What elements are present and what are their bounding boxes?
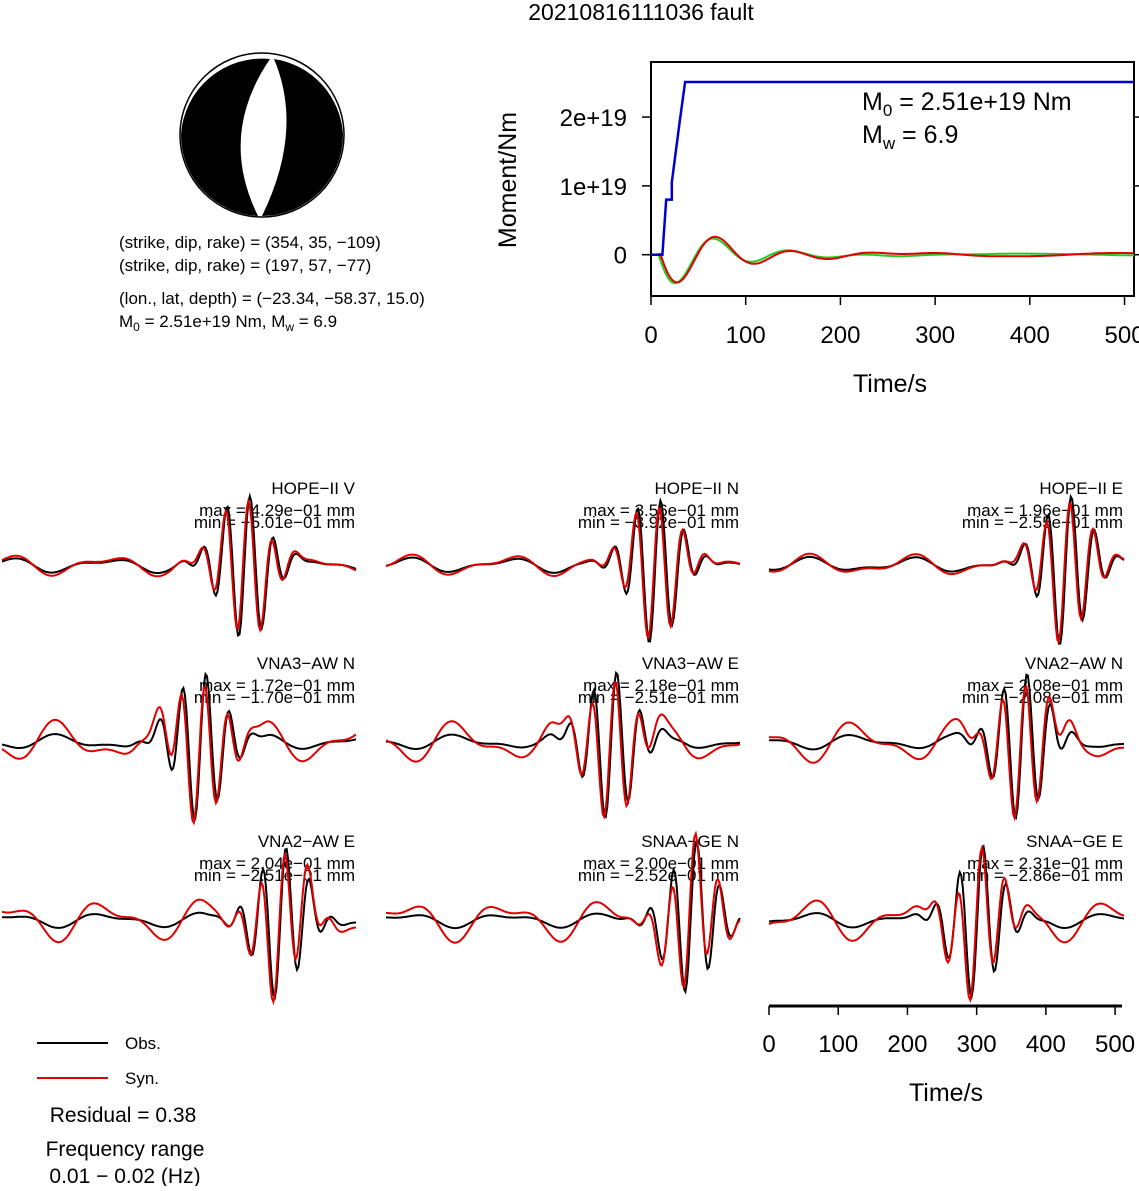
observed-waveform	[768, 844, 1125, 1000]
synthetic-waveform	[385, 505, 741, 641]
synthetic-waveform	[768, 844, 1125, 1004]
moment-m0-annotation: M0 = 2.51e+19 Nm	[862, 88, 1072, 120]
station-label: VNA3−AW N	[257, 654, 355, 673]
moment-panel: 0 100 200 300 400 500 0 1e+19 2e+19 Time/s Mome…	[494, 61, 1139, 398]
observed-waveform	[386, 840, 741, 995]
max-amplitude-label: max = 2.18e−01 mm	[583, 676, 739, 695]
beachball-compression-east	[262, 59, 343, 216]
synthetic-waveform	[1, 851, 357, 1006]
legend-obs-label: Obs.	[125, 1034, 161, 1053]
moment-x-tick-label: 200	[820, 322, 860, 349]
moment-rate-syn-curve	[650, 235, 1135, 284]
synthetic-waveform	[1, 685, 357, 826]
station-label: HOPE−II V	[271, 479, 355, 498]
moment-plot-frame	[650, 61, 1135, 297]
cumulative-moment-curve	[651, 80, 1134, 256]
beachball-compression-west	[180, 58, 270, 217]
legend: Obs. Syn.	[37, 1034, 161, 1088]
waveform-x-tick-label: 500	[1095, 1031, 1135, 1058]
synthetic-waveform	[385, 681, 741, 820]
station-label: HOPE−II N	[654, 479, 739, 498]
observed-waveform	[1, 671, 357, 821]
moment-rate-obs-curve	[651, 237, 1134, 285]
max-amplitude-label: max = 2.04e−01 mm	[199, 854, 355, 873]
mechanism-line-2: (strike, dip, rake) = (197, 57, −77)	[119, 256, 371, 275]
station-label: VNA2−AW N	[1025, 654, 1123, 673]
synthetic-waveform	[386, 830, 741, 990]
moment-x-axis: 0 100 200 300 400 500	[644, 296, 1139, 349]
synthetic-waveform	[768, 684, 1124, 822]
station-label: SNAA−GE N	[641, 832, 739, 851]
beachball	[179, 52, 345, 218]
moment-y-axis: 0 1e+19 2e+19	[560, 105, 1139, 270]
moment-x-tick-label: 300	[915, 322, 955, 349]
waveform-x-tick-label: 0	[762, 1031, 775, 1058]
frequency-range-label: Frequency range	[46, 1138, 205, 1161]
moment-y-label: Moment/Nm	[494, 112, 522, 248]
min-amplitude-label: min = −5.01e−01 mm	[194, 513, 355, 532]
min-amplitude-label: min = −2.08e−01 mm	[962, 688, 1123, 707]
figure-title: 20210816111036 fault	[528, 0, 754, 25]
moment-x-tick-label: 400	[1010, 322, 1050, 349]
moment-curves	[650, 80, 1135, 285]
min-amplitude-label: min = −2.52e−01 mm	[578, 866, 739, 885]
waveform-x-tick-label: 400	[1026, 1031, 1066, 1058]
moment-y-tick-label: 0	[614, 243, 627, 270]
moment-y-tick-label: 2e+19	[560, 105, 627, 132]
max-amplitude-label: max = 1.96e−01 mm	[967, 501, 1123, 520]
moment-mw-annotation: Mw = 6.9	[862, 121, 958, 153]
synthetic-waveform	[1, 497, 357, 634]
station-label: HOPE−II E	[1039, 479, 1123, 498]
mechanism-line-3: (lon., lat, depth) = (−23.34, −58.37, 15…	[119, 289, 425, 308]
min-amplitude-label: min = −2.55e−01 mm	[962, 513, 1123, 532]
observed-waveform	[768, 673, 1124, 821]
waveform-x-tick-label: 300	[957, 1031, 997, 1058]
mechanism-magnitude: M0 = 2.51e+19 Nm, Mw = 6.9	[119, 312, 337, 334]
moment-y-tick-label: 1e+19	[560, 174, 627, 201]
moment-x-tick-label: 100	[726, 322, 766, 349]
moment-x-tick-label: 0	[644, 322, 657, 349]
max-amplitude-label: max = 2.31e−01 mm	[967, 854, 1123, 873]
moment-x-tick-label: 500	[1105, 322, 1139, 349]
max-amplitude-label: max = 2.08e−01 mm	[967, 676, 1123, 695]
waveform-time-axis: Time/s 0 100 200 300 400 500	[762, 1004, 1135, 1107]
waveform-x-tick-label: 100	[818, 1031, 858, 1058]
observed-waveform	[385, 497, 741, 643]
max-amplitude-label: max = 4.29e−01 mm	[199, 501, 355, 520]
station-label: VNA3−AW E	[642, 654, 739, 673]
min-amplitude-label: min = −2.51e−01 mm	[578, 688, 739, 707]
legend-syn-label: Syn.	[125, 1069, 159, 1088]
mechanism-info: (strike, dip, rake) = (354, 35, −109) (s…	[119, 233, 425, 334]
synthetic-waveform	[768, 502, 1125, 644]
waveform-x-label: Time/s	[909, 1079, 983, 1107]
moment-x-label: Time/s	[853, 370, 927, 398]
observed-waveform	[1, 847, 356, 1001]
min-amplitude-label: min = −2.51e−01 mm	[194, 866, 355, 885]
frequency-range-value: 0.01 − 0.02 (Hz)	[49, 1165, 200, 1186]
station-label: VNA2−AW E	[258, 832, 355, 851]
mechanism-line-1: (strike, dip, rake) = (354, 35, −109)	[119, 233, 381, 252]
residual-label: Residual = 0.38	[50, 1104, 197, 1127]
station-label: SNAA−GE E	[1026, 832, 1123, 851]
max-amplitude-label: max = 1.72e−01 mm	[199, 676, 355, 695]
waveform-x-tick-label: 200	[887, 1031, 927, 1058]
min-amplitude-label: min = −1.70e−01 mm	[194, 688, 355, 707]
